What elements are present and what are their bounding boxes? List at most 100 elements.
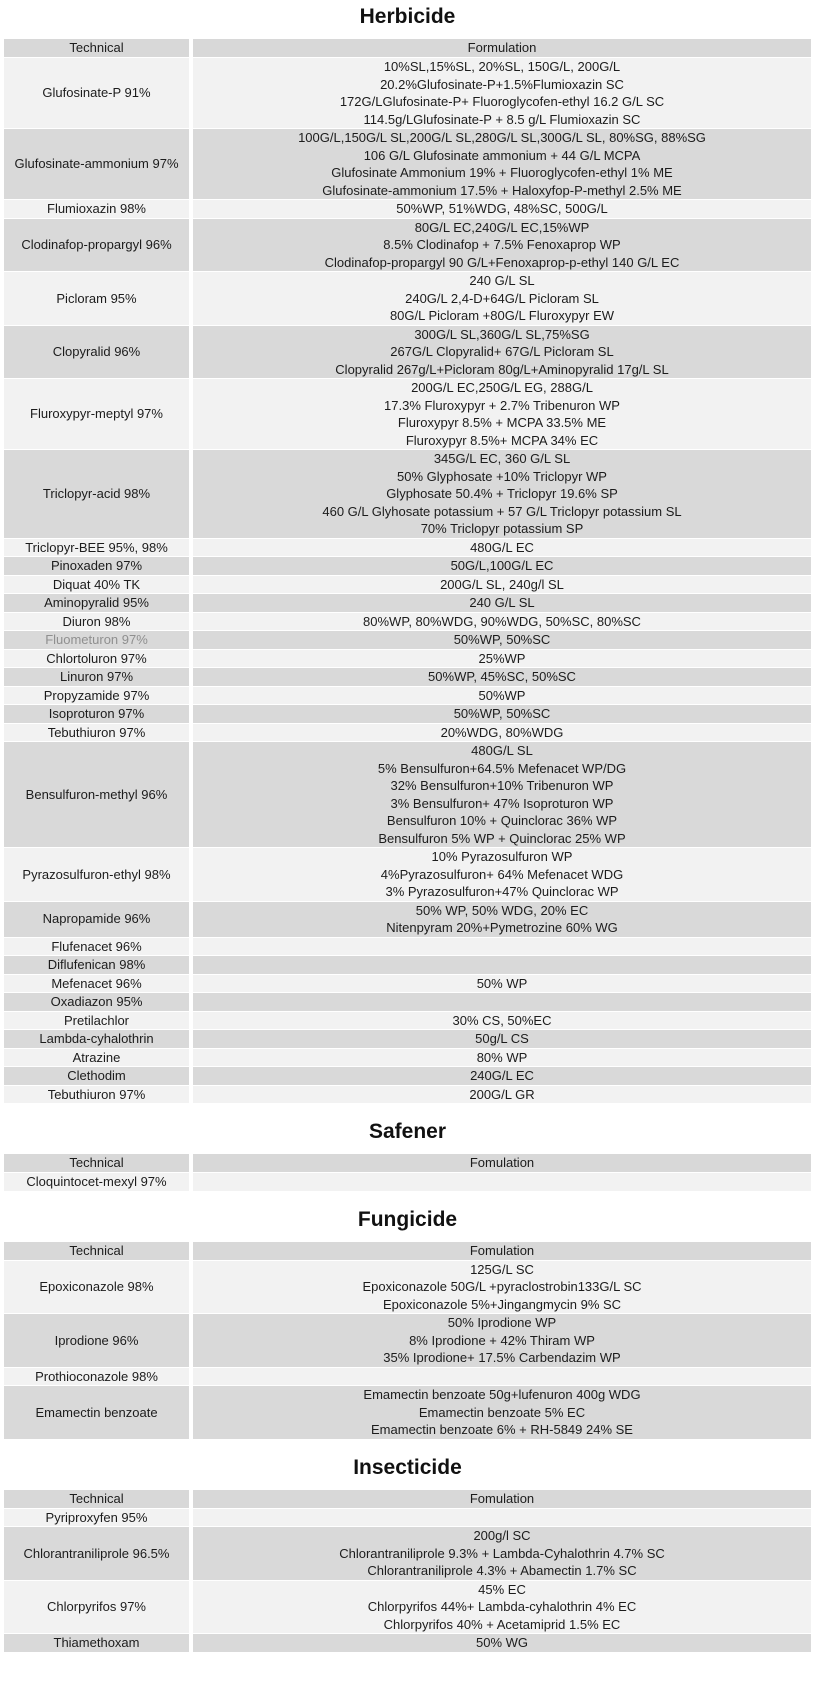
formulation-cell	[193, 937, 811, 955]
formulation-cell: 80G/L EC,240G/L EC,15%WP 8.5% Clodinafop …	[193, 218, 811, 271]
technical-column-header: Technical	[4, 1241, 193, 1260]
formulation-cell: 50g/L CS	[193, 1030, 811, 1048]
formulation-line: 267G/L Clopyralid+ 67G/L Picloram SL	[390, 344, 614, 359]
table-row: Pyriproxyfen 95%	[4, 1508, 811, 1526]
technical-cell: Clopyralid 96%	[4, 325, 193, 378]
table-row: Picloram 95% 240 G/L SL 240G/L 2,4-D+64G/L…	[4, 272, 811, 325]
formulation-line: Chlorantraniliprole 9.3% + Lambda-Cyhalo…	[339, 1545, 665, 1561]
formulation-line: 10%SL,15%SL, 20%SL, 150G/L, 200G/L	[383, 59, 621, 74]
formulation-line: 70% Triclopyr potassium SP	[420, 521, 584, 536]
formulation-column-header: Fomulation	[193, 1489, 811, 1508]
formulation-line: 200G/L SL, 240g/l SL	[440, 576, 564, 592]
technical-cell: Triclopyr-acid 98%	[4, 450, 193, 538]
technical-cell: Pinoxaden 97%	[4, 557, 193, 575]
formulation-line: 345G/L EC, 360 G/L SL	[433, 451, 571, 466]
formulation-line: 8.5% Clodinafop + 7.5% Fenoxaprop WP	[383, 237, 621, 252]
table-row: Aminopyralid 95% 240 G/L SL	[4, 594, 811, 612]
technical-cell: Cloquintocet-mexyl 97%	[4, 1173, 193, 1191]
formulation-line: 50% WG	[475, 1635, 528, 1650]
table-row: Clethodim 240G/L EC	[4, 1067, 811, 1085]
formulation-line: 30% CS, 50%EC	[452, 1012, 552, 1028]
technical-cell: Propyzamide 97%	[4, 686, 193, 704]
formulation-line: 50G/L,100G/L EC	[450, 558, 554, 573]
formulation-cell: 480G/L EC	[193, 538, 811, 556]
header-row: Technical Formulation	[4, 39, 811, 57]
table-row: Flumioxazin 98% 50%WP, 51%WDG, 48%SC, 500…	[4, 200, 811, 218]
safener-table: Technical Fomulation Cloquintocet-mexyl …	[4, 1153, 811, 1192]
technical-cell: Fluroxypyr-meptyl 97%	[4, 379, 193, 449]
formulation-line: 240G/L 2,4-D+64G/L Picloram SL	[405, 290, 599, 306]
formulation-cell: 50%WP, 50%SC	[193, 705, 811, 723]
formulation-cell: Emamectin benzoate 50g+lufenuron 400g WD…	[193, 1386, 811, 1439]
formulation-line: 106 G/L Glufosinate ammonium + 44 G/L MC…	[363, 147, 641, 163]
formulation-cell	[193, 956, 811, 974]
formulation-line: 17.3% Fluroxypyr + 2.7% Tribenuron WP	[384, 397, 620, 413]
formulation-cell: 50% WG	[193, 1634, 811, 1652]
technical-cell: Tebuthiuron 97%	[4, 1085, 193, 1103]
formulation-cell: 200G/L SL, 240g/l SL	[193, 575, 811, 593]
formulation-line: Chlorantraniliprole 4.3% + Abamectin 1.7…	[367, 1563, 637, 1578]
technical-cell: Pretilachlor	[4, 1011, 193, 1029]
formulation-line: 240G/L EC	[470, 1068, 534, 1083]
formulation-line: 10% Pyrazosulfuron WP	[431, 849, 573, 864]
fungicide-table: Technical Fomulation Epoxiconazole 98% 12…	[4, 1241, 811, 1440]
fungicide-section-title: Fungicide	[357, 1207, 458, 1231]
formulation-column-header: Fomulation	[193, 1241, 811, 1260]
formulation-cell: 240 G/L SL 240G/L 2,4-D+64G/L Picloram SL…	[193, 272, 811, 325]
table-row: Epoxiconazole 98% 125G/L SC Epoxiconazole …	[4, 1260, 811, 1313]
table-row: Tebuthiuron 97% 20%WDG, 80%WDG	[4, 723, 811, 741]
formulation-line: Emamectin benzoate 5% EC	[418, 1404, 586, 1420]
formulation-line: Clopyralid 267g/L+Picloram 80g/L+Aminopy…	[335, 361, 669, 377]
formulation-line: Bensulfuron 10% + Quinclorac 36% WP	[386, 813, 618, 828]
formulation-line: 480G/L SL	[471, 743, 533, 758]
technical-cell: Glufosinate-ammonium 97%	[4, 129, 193, 199]
table-row: Chlorpyrifos 97% 45% EC Chlorpyrifos 44%+ …	[4, 1580, 811, 1633]
table-row: Triclopyr-acid 98% 345G/L EC, 360 G/L SL 5…	[4, 450, 811, 538]
technical-cell: Diflufenican 98%	[4, 956, 193, 974]
formulation-line: 114.5g/LGlufosinate-P + 8.5 g/L Flumioxa…	[363, 111, 641, 127]
formulation-line: 8% Iprodione + 42% Thiram WP	[409, 1332, 595, 1348]
formulation-line: 200G/L GR	[469, 1086, 535, 1102]
table-row: Prothioconazole 98%	[4, 1367, 811, 1385]
technical-cell: Flufenacet 96%	[4, 937, 193, 955]
table-row: Oxadiazon 95%	[4, 993, 811, 1011]
technical-cell: Flumioxazin 98%	[4, 200, 193, 218]
formulation-line: 100G/L,150G/L SL,200G/L SL,280G/L SL,300…	[298, 130, 706, 145]
table-row: Chlortoluron 97% 25%WP	[4, 649, 811, 667]
formulation-cell: 25%WP	[193, 649, 811, 667]
formulation-cell: 200g/l SC Chlorantraniliprole 9.3% + Lamb…	[193, 1527, 811, 1580]
formulation-cell: 50% Iprodione WP 8% Iprodione + 42% Thira…	[193, 1314, 811, 1367]
table-row: Fluometuron 97% 50%WP, 50%SC	[4, 631, 811, 649]
technical-cell: Fluometuron 97%	[4, 631, 193, 649]
formulation-cell: 240G/L EC	[193, 1067, 811, 1085]
formulation-line: Fluroxypyr 8.5% + MCPA 33.5% ME	[397, 415, 607, 430]
formulation-line: 172G/LGlufosinate-P+ Fluoroglycofen-ethy…	[339, 94, 665, 109]
table-row: Emamectin benzoate Emamectin benzoate 50g…	[4, 1386, 811, 1439]
formulation-cell: 200G/L EC,250G/L EG, 288G/L 17.3% Fluroxy…	[193, 379, 811, 449]
formulation-cell: 480G/L SL 5% Bensulfuron+64.5% Mefenacet …	[193, 742, 811, 847]
technical-cell: Thiamethoxam	[4, 1634, 193, 1652]
table-row: Lambda-cyhalothrin 50g/L CS	[4, 1030, 811, 1048]
formulation-line: 80G/L EC,240G/L EC,15%WP	[414, 219, 590, 235]
formulation-line: Bensulfuron 5% WP + Quinclorac 25% WP	[378, 830, 626, 846]
technical-cell: Triclopyr-BEE 95%, 98%	[4, 538, 193, 556]
formulation-cell: 240 G/L SL	[193, 594, 811, 612]
formulation-line: Glufosinate-ammonium 17.5% + Haloxyfop-P…	[322, 182, 682, 198]
table-row: Atrazine 80% WP	[4, 1048, 811, 1066]
formulation-line: 50g/L CS	[475, 1031, 529, 1046]
formulation-line: 25%WP	[478, 650, 526, 666]
formulation-cell: 45% EC Chlorpyrifos 44%+ Lambda-cyhalothr…	[193, 1580, 811, 1633]
formulation-line: 460 G/L Glyhosate potassium + 57 G/L Tri…	[322, 503, 682, 519]
formulation-line: Emamectin benzoate 6% + RH-5849 24% SE	[371, 1422, 633, 1437]
table-row: Triclopyr-BEE 95%, 98% 480G/L EC	[4, 538, 811, 556]
formulation-line: Clodinafop-propargyl 90 G/L+Fenoxaprop-p…	[324, 254, 680, 270]
formulation-cell: 10%SL,15%SL, 20%SL, 150G/L, 200G/L 20.2%G…	[193, 58, 811, 128]
insecticide-section-title: Insecticide	[353, 1455, 462, 1479]
technical-cell: Prothioconazole 98%	[4, 1367, 193, 1385]
formulation-cell: 50%WP, 45%SC, 50%SC	[193, 668, 811, 686]
formulation-line: 50% Glyphosate +10% Triclopyr WP	[397, 468, 607, 484]
formulation-line: 200G/L EC,250G/L EG, 288G/L	[411, 380, 593, 395]
table-row: Cloquintocet-mexyl 97%	[4, 1173, 811, 1191]
technical-cell: Pyriproxyfen 95%	[4, 1508, 193, 1526]
technical-cell: Diuron 98%	[4, 612, 193, 630]
